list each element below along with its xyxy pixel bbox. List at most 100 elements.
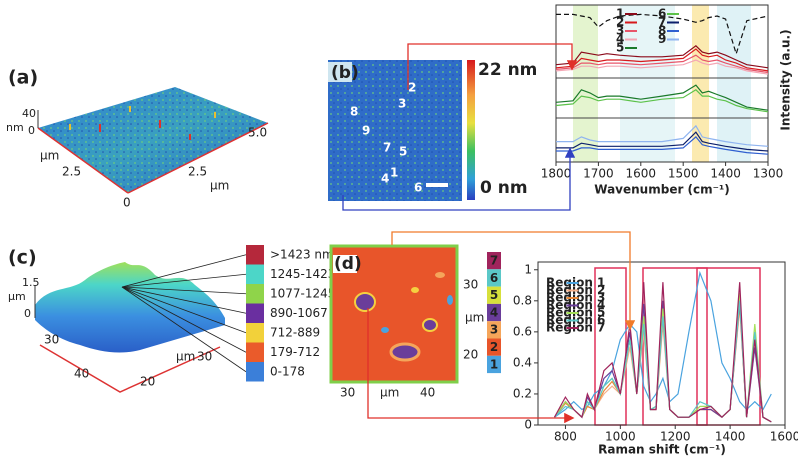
legend-label: 890-1067 <box>270 306 328 320</box>
legend-label: 9 <box>658 32 666 46</box>
afm-spikes <box>69 106 216 140</box>
axis-line <box>39 344 221 393</box>
series-line <box>555 48 769 72</box>
x-tick: 40 <box>74 367 89 381</box>
z-tick: 1.5 <box>22 276 40 289</box>
panel-label: (d) <box>334 254 362 274</box>
z-tick: 0 <box>24 307 31 320</box>
legend-label: 4 <box>616 32 624 46</box>
x-tick-label: 800 <box>554 430 577 444</box>
series-line <box>556 124 769 147</box>
callout-line <box>121 286 247 373</box>
colorbar-label: 4 <box>490 305 498 319</box>
colorbar-cell <box>487 355 501 374</box>
callout-line <box>121 286 247 295</box>
callout-line <box>121 254 247 288</box>
x-tick: 40 <box>420 386 435 400</box>
series-line <box>555 54 769 74</box>
legend-swatch <box>246 323 264 343</box>
callout-line <box>121 273 247 288</box>
spot-label: 5 <box>399 145 407 159</box>
axis-line <box>37 127 129 194</box>
panel-c: (c) 1.5 μm 0 30 40 20 μm 30 >1423 nm 1245… <box>8 245 335 393</box>
y-tick: 30 <box>197 350 212 364</box>
colorbar-cell <box>487 252 501 270</box>
scale-bar <box>426 183 448 187</box>
colorbar-label: 2 <box>490 340 498 354</box>
spot-label: 2 <box>408 81 416 95</box>
y-tick-label: 0.8 <box>513 293 532 307</box>
scale-max: 22 nm <box>478 60 537 80</box>
x-tick-label: 1400 <box>715 430 746 444</box>
y-unit: μm <box>465 311 484 325</box>
y-unit: μm <box>40 149 59 163</box>
y-tick-label: 0 <box>524 418 532 432</box>
plot-frame <box>537 261 786 426</box>
x-tick-label: 1500 <box>668 167 699 181</box>
origin-tick: 0 <box>123 196 131 210</box>
label-box <box>333 255 357 273</box>
panel-label: (b) <box>331 63 359 83</box>
charts: 1800 1700 1600 1500 1400 1300123456789Wavenum… <box>513 4 798 457</box>
callout-line <box>121 286 247 314</box>
y-tick: 20 <box>140 375 155 389</box>
panel-a: (a) 40 nm 0 2.5 μm 0 2.5 μm 5.0 <box>6 67 269 210</box>
x-axis-label: Raman shift (cm⁻¹) <box>598 443 726 457</box>
legend-label: 5 <box>616 41 624 55</box>
x-tick: 2.5 <box>188 165 207 179</box>
panel-b: (b) 22 nm 0 nm <box>328 60 537 201</box>
y-tick-label: 0.2 <box>513 386 532 400</box>
x-unit: μm <box>210 179 229 193</box>
legend-swatch <box>246 303 264 323</box>
spot-label: 3 <box>398 97 406 111</box>
series-line <box>555 45 769 69</box>
afm-texture <box>38 87 268 193</box>
axis-line <box>127 122 269 194</box>
x-tick-label: 1300 <box>753 167 784 181</box>
legend-label: 6 <box>658 7 666 21</box>
legend-label: 179-712 <box>270 345 320 359</box>
series-line <box>556 131 769 152</box>
series-line <box>555 59 769 75</box>
y-tick: 30 <box>463 278 478 292</box>
legend-swatch <box>246 342 264 362</box>
height-legend: >1423 nm 1245-1423 1077-1245 890-1067 712-88… <box>121 245 335 382</box>
y-tick: 2.5 <box>62 165 81 179</box>
spot-label: 9 <box>362 124 370 138</box>
spot-label: 1 <box>390 166 398 180</box>
map-regions <box>344 264 453 362</box>
colorbar-label: 1 <box>490 357 498 371</box>
legend-swatch <box>246 284 264 304</box>
x-tick-label: 1000 <box>605 430 636 444</box>
colorbar-cell <box>487 303 501 322</box>
legend-label: 2 <box>616 15 624 29</box>
legend-label: 1077-1245 <box>270 287 335 301</box>
colorbar-cell <box>487 286 501 304</box>
region-colorbar: 7 6 5 4 3 2 1 <box>487 252 501 374</box>
legend-label: 0-178 <box>270 365 305 379</box>
colorbar-label: 7 <box>490 254 498 268</box>
z-tick: 0 <box>28 124 35 137</box>
series-line <box>553 282 772 423</box>
y-tick: 20 <box>463 348 478 362</box>
colorbar-label: 5 <box>490 288 498 302</box>
colorbar-label: 6 <box>490 271 498 285</box>
arrows <box>342 43 636 424</box>
x-tick-label: 1700 <box>583 167 614 181</box>
z-unit: nm <box>6 121 24 134</box>
x-tick: 30 <box>340 386 355 400</box>
legend-label: 3 <box>616 24 624 38</box>
legend-label: 1245-1423 <box>270 267 335 281</box>
series-line <box>555 84 769 111</box>
legend-label: 1 <box>616 7 624 21</box>
callout-line <box>121 286 247 334</box>
y-axis-label: Intensity (a.u.) <box>779 29 793 130</box>
scale-min: 0 nm <box>480 178 528 198</box>
x-tick-label: 1600 <box>770 430 798 444</box>
x-tick-label: 1800 <box>541 167 572 181</box>
colorbar-label: 3 <box>490 323 498 337</box>
x-tick-label: 1600 <box>626 167 657 181</box>
legend-swatch <box>246 362 264 382</box>
spot-label: 4 <box>381 172 389 186</box>
